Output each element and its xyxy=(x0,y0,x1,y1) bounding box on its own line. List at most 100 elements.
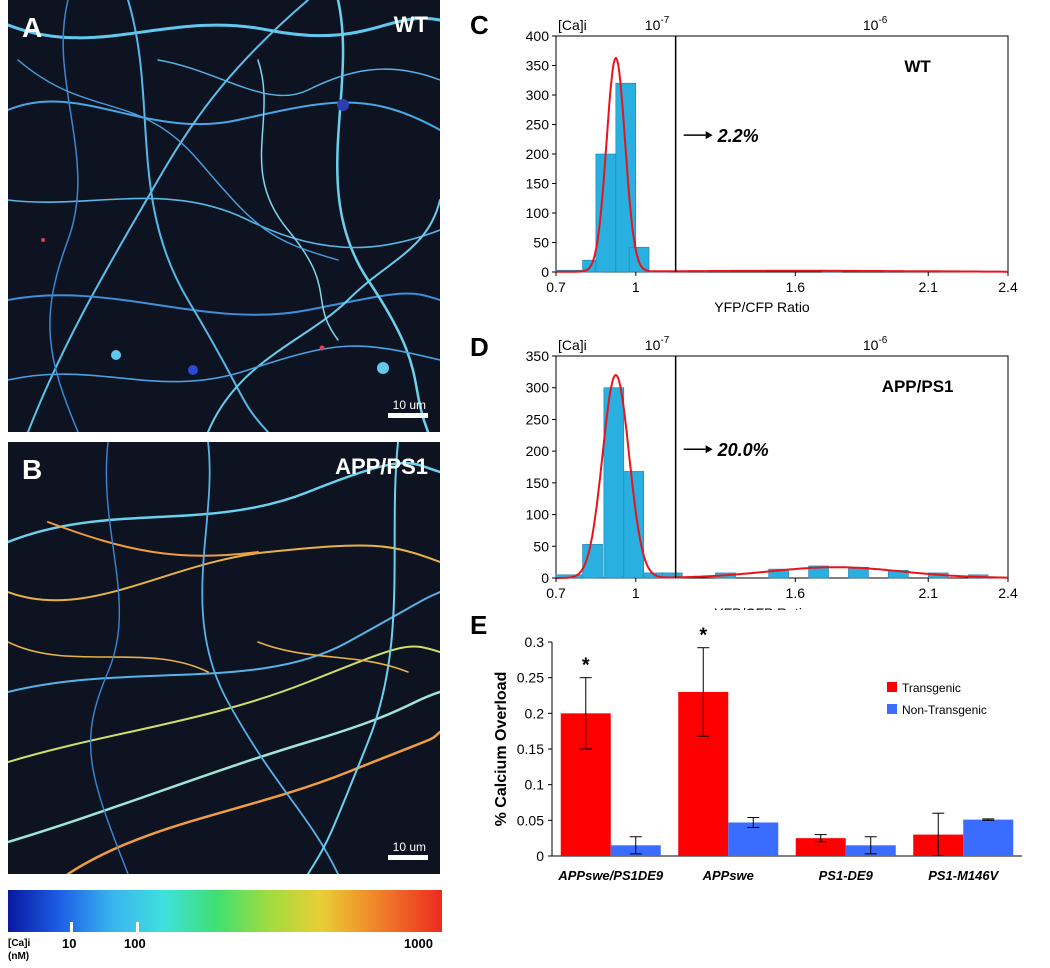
colorbar-tick-10 xyxy=(70,922,73,934)
legend-swatch xyxy=(887,704,897,714)
x-tick-label: 0.7 xyxy=(546,585,566,601)
scale-bar-label: 10 um xyxy=(392,398,426,412)
histogram-bar xyxy=(615,82,637,273)
y-tick-label: 250 xyxy=(526,117,550,133)
y-tick-label: 0.3 xyxy=(525,634,545,650)
x-tick-label: 1.6 xyxy=(786,585,806,601)
y-tick-label: 0 xyxy=(536,848,544,864)
histogram-app-ps1-chart: 20.0% APP/PS1 0 50 100 150 200 250 300 350 0.7 1 1.6… xyxy=(526,335,1018,610)
y-tick-label: 0.2 xyxy=(525,705,545,721)
y-axis-label: % Calcium Overload xyxy=(493,672,510,827)
y-tick-label: 50 xyxy=(533,538,549,554)
y-tick-label: 0 xyxy=(541,264,549,280)
fit-curve xyxy=(556,373,1008,579)
x-tick-label: 1 xyxy=(632,585,640,601)
y-tick-label: 100 xyxy=(526,507,550,523)
significance-marker: * xyxy=(699,625,707,647)
arrow-head-icon xyxy=(705,445,713,454)
y-tick-label: 0 xyxy=(541,570,549,586)
colorbar-tick-label: 100 xyxy=(124,936,146,951)
percent-label: 2.2% xyxy=(717,126,759,146)
significance-marker: * xyxy=(582,655,590,677)
y-tick-label: 200 xyxy=(526,146,550,162)
micrograph-wt-image xyxy=(8,0,440,432)
colorbar-tick-100 xyxy=(136,922,139,934)
colorbar-unit-label: (nM) xyxy=(8,951,30,962)
scale-bar xyxy=(388,413,428,418)
top-tick-label: 10-6 xyxy=(863,15,888,33)
genotype-label: APP/PS1 xyxy=(882,377,954,396)
colorbar-unit-label: [Ca]i xyxy=(8,938,31,949)
panel-label-wt: WT xyxy=(393,12,428,37)
y-tick-label: 400 xyxy=(526,28,550,44)
top-tick-exponent: -7 xyxy=(660,335,669,346)
histogram-bar xyxy=(595,153,617,273)
legend-label: Non-Transgenic xyxy=(902,703,987,717)
bar xyxy=(728,822,779,856)
category-label: APPswe xyxy=(702,868,754,883)
y-tick-label: 150 xyxy=(526,176,550,192)
panel-label-app-ps1: APP/PS1 xyxy=(335,454,428,479)
percent-label: 20.0% xyxy=(717,440,769,460)
panel-letter-d: D xyxy=(470,332,489,362)
category-label: PS1-DE9 xyxy=(819,868,874,883)
histogram-bar xyxy=(808,565,829,579)
y-tick-label: 0.15 xyxy=(517,741,544,757)
colorbar-tick-label: 10 xyxy=(62,936,77,951)
y-tick-label: 350 xyxy=(526,348,550,364)
x-tick-label: 1.6 xyxy=(786,279,806,295)
arrow-head-icon xyxy=(705,131,713,140)
y-tick-label: 0.05 xyxy=(517,812,544,828)
y-tick-label: 200 xyxy=(526,443,550,459)
y-tick-label: 0.1 xyxy=(525,777,545,793)
x-tick-label: 2.1 xyxy=(919,585,939,601)
scale-bar xyxy=(388,855,428,860)
y-tick-label: 150 xyxy=(526,475,550,491)
x-tick-label: 2.4 xyxy=(998,585,1018,601)
x-tick-label: 0.7 xyxy=(546,279,566,295)
micrograph-app-ps1: B APP/PS1 10 um xyxy=(8,442,440,874)
y-tick-label: 300 xyxy=(526,380,550,396)
top-tick-label: 10-6 xyxy=(863,335,888,353)
legend-swatch xyxy=(887,682,897,692)
panel-letter-e: E xyxy=(470,610,488,640)
y-tick-label: 250 xyxy=(526,411,550,427)
category-label: APPswe/PS1DE9 xyxy=(557,868,664,883)
histogram-bar xyxy=(768,568,789,579)
histogram-bar xyxy=(623,471,645,579)
top-tick-exponent: -6 xyxy=(878,335,887,346)
y-tick-label: 50 xyxy=(533,235,549,251)
y-tick-label: 100 xyxy=(526,205,550,221)
y-tick-label: 300 xyxy=(526,87,550,103)
bar xyxy=(795,838,846,856)
calcium-overload-bar-chart: 0 0.05 0.1 0.15 0.2 0.25 0.3 % Calcium Overload… xyxy=(493,625,1022,883)
scale-bar-label: 10 um xyxy=(392,840,426,854)
y-tick-label: 0.25 xyxy=(517,670,544,686)
x-tick-label: 2.4 xyxy=(998,279,1018,295)
colorbar-tick-label: 1000 xyxy=(404,936,433,951)
x-tick-label: 2.1 xyxy=(919,279,939,295)
category-label: PS1-M146V xyxy=(928,868,999,883)
legend-label: Transgenic xyxy=(902,681,961,695)
panel-letter-b: B xyxy=(22,454,43,485)
fit-curve xyxy=(556,56,1008,273)
top-axis-label: [Ca]i xyxy=(558,337,587,353)
top-tick-exponent: -7 xyxy=(660,15,669,26)
panel-letter-c: C xyxy=(470,10,489,40)
y-tick-label: 350 xyxy=(526,58,550,74)
top-axis-label: [Ca]i xyxy=(558,17,587,33)
histogram-wt-chart: 2.2% WT 0 50 100 150 200 250 300 350 400 0.7 1 1.6 2.1… xyxy=(526,15,1018,315)
micrograph-wt: A WT 10 um xyxy=(8,0,440,432)
top-tick-label: 10-7 xyxy=(645,15,670,33)
bar xyxy=(963,819,1014,856)
top-tick-exponent: -6 xyxy=(878,15,887,26)
panel-letter-a: A xyxy=(22,12,43,43)
x-axis-label: YFP/CFP Ratio xyxy=(714,605,810,610)
top-tick-label: 10-7 xyxy=(645,335,670,353)
calcium-colorbar xyxy=(8,890,442,932)
x-tick-label: 1 xyxy=(632,279,640,295)
x-axis-label: YFP/CFP Ratio xyxy=(714,299,810,315)
micrograph-app-ps1-image xyxy=(8,442,440,874)
genotype-label: WT xyxy=(904,57,931,76)
histogram-bar xyxy=(582,544,603,579)
